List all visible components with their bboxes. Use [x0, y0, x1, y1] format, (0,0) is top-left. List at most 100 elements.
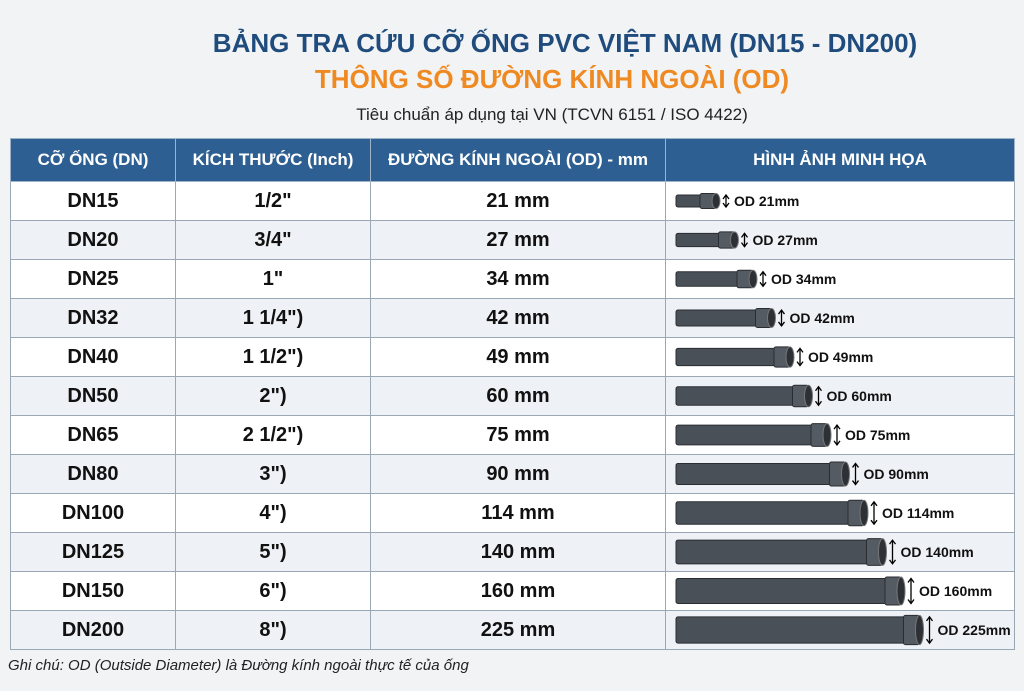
table-row: DN40 1 1/2") 49 mm OD 49mm: [10, 337, 1015, 377]
header-row: CỠ ỐNG (DN) KÍCH THƯỚC (Inch) ĐƯỜNG KÍNH N…: [10, 138, 1015, 182]
illustration-cell: OD 140mm: [665, 532, 1015, 572]
table-row: DN125 5") 140 mm OD 140mm: [10, 532, 1015, 572]
pipe-end: [711, 193, 721, 209]
cell: DN20: [10, 220, 176, 260]
table-row: DN20 3/4" 27 mm OD 27mm: [10, 220, 1015, 260]
arrow-head: [777, 308, 786, 328]
pipe-end: [730, 231, 739, 249]
pipe-illustration: [675, 346, 804, 368]
cell: 1 1/4"): [175, 298, 371, 338]
arrow-head: [833, 424, 841, 446]
arrow-head: [796, 347, 804, 367]
od-label: OD 114mm: [882, 505, 955, 521]
table-row: DN15 1/2" 21 mm OD 21mm: [10, 181, 1015, 221]
cell: 1 1/2"): [175, 337, 371, 377]
pipe-end: [878, 538, 887, 566]
pipe-end: [748, 269, 758, 289]
cell: 49 mm: [370, 337, 666, 377]
cell: 3"): [175, 454, 371, 494]
cell: DN40: [10, 337, 176, 377]
cell: 90 mm: [370, 454, 666, 494]
pipe-illustration: [675, 384, 823, 408]
arrow-head: [851, 462, 860, 486]
cell: DN125: [10, 532, 176, 572]
cell: 4"): [175, 493, 371, 533]
od-label: OD 21mm: [734, 193, 800, 209]
cell: 27 mm: [370, 220, 666, 260]
arrow-head: [759, 270, 767, 288]
illustration-cell: OD 27mm: [665, 220, 1015, 260]
arrow-head: [722, 193, 730, 209]
pipe-body: [675, 386, 809, 406]
pipe-illustration: [675, 499, 878, 527]
pipe-illustration: [675, 231, 749, 249]
pipe-end: [822, 423, 832, 447]
od-label: OD 49mm: [808, 349, 874, 365]
od-label: OD 90mm: [863, 466, 929, 482]
pipe-end: [915, 614, 924, 646]
pipe-illustration: [675, 576, 915, 606]
cell: 75 mm: [370, 415, 666, 455]
pipe-body: [675, 616, 920, 644]
cell: DN32: [10, 298, 176, 338]
cell: 140 mm: [370, 532, 666, 572]
arrow-head: [888, 539, 897, 565]
arrow-head: [925, 615, 934, 645]
od-label: OD 225mm: [937, 622, 1011, 638]
table-row: DN100 4") 114 mm OD 114mm: [10, 493, 1015, 533]
pipe-end: [804, 384, 813, 408]
cell: 2"): [175, 376, 371, 416]
subtitle: THÔNG SỐ ĐƯỜNG KÍNH NGOÀI (OD): [314, 64, 790, 94]
pipe-end: [785, 346, 795, 368]
arrow-head: [907, 577, 915, 605]
table-row: DN50 2") 60 mm OD 60mm: [10, 376, 1015, 416]
pipe-illustration: [675, 538, 897, 566]
pipe-illustration: [675, 614, 934, 646]
cell: 3/4": [175, 220, 371, 260]
cell: 160 mm: [370, 571, 666, 611]
pipe-body: [675, 501, 865, 525]
footer-note: Ghi chú: OD (Outside Diameter) là Đường …: [8, 657, 469, 674]
pipe-illustration: [675, 461, 860, 487]
column-header: HÌNH ẢNH MINH HỌA: [665, 138, 1015, 182]
pipe-illustration: [675, 193, 730, 209]
cell: 2 1/2"): [175, 415, 371, 455]
table-row: DN32 1 1/4") 42 mm OD 42mm: [10, 298, 1015, 338]
table-row: DN25 1" 34 mm OD 34mm: [10, 259, 1015, 299]
column-header: KÍCH THƯỚC (Inch): [175, 138, 371, 182]
table: CỠ ỐNG (DN) KÍCH THƯỚC (Inch) ĐƯỜNG KÍNH N…: [10, 138, 1015, 650]
pipe-body: [675, 424, 828, 446]
cell: 8"): [175, 610, 371, 650]
od-label: OD 42mm: [789, 310, 855, 326]
cell: DN200: [10, 610, 176, 650]
arrow-head: [870, 500, 878, 526]
cell: DN100: [10, 493, 176, 533]
illustration-cell: OD 75mm: [665, 415, 1015, 455]
pipe-end: [859, 499, 869, 527]
cell: DN65: [10, 415, 176, 455]
cell: DN80: [10, 454, 176, 494]
pipe-illustration: [675, 423, 841, 447]
pipe-illustration: [675, 269, 767, 289]
cell: 60 mm: [370, 376, 666, 416]
illustration-cell: OD 49mm: [665, 337, 1015, 377]
standard: Tiêu chuẩn áp dụng tại VN (TCVN 6151 / I…: [356, 105, 748, 124]
cell: 6"): [175, 571, 371, 611]
od-label: OD 75mm: [845, 427, 911, 443]
arrow-head: [814, 385, 823, 407]
od-label: OD 34mm: [771, 271, 837, 287]
cell: 5"): [175, 532, 371, 572]
pipe-end: [896, 576, 906, 606]
cell: DN15: [10, 181, 176, 221]
cell: 1": [175, 259, 371, 299]
pipe-body: [675, 578, 902, 604]
od-label: OD 160mm: [919, 583, 993, 599]
illustration-cell: OD 60mm: [665, 376, 1015, 416]
cell: DN150: [10, 571, 176, 611]
cell: 42 mm: [370, 298, 666, 338]
cell: DN25: [10, 259, 176, 299]
illustration-cell: OD 225mm: [665, 610, 1015, 650]
pipe-body: [675, 347, 791, 367]
